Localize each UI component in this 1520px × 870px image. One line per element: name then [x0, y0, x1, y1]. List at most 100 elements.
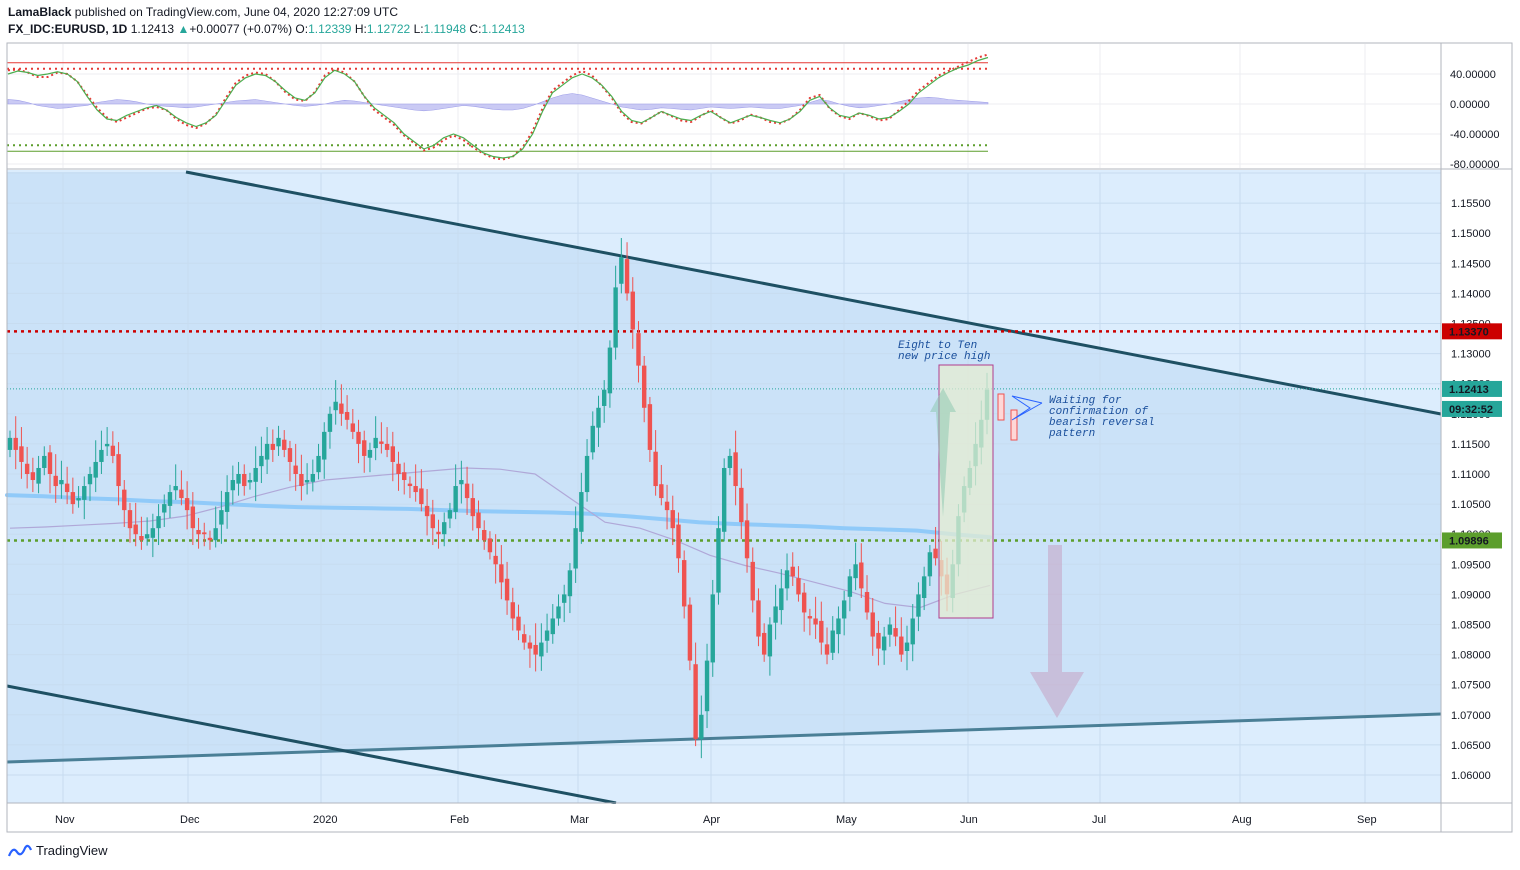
bearish-candle[interactable] [819, 601, 824, 655]
bearish-candle[interactable] [744, 503, 750, 573]
bullish-candle[interactable] [264, 427, 270, 474]
bullish-candle[interactable] [596, 395, 601, 447]
bullish-candle[interactable] [921, 566, 927, 611]
bearish-candle[interactable] [282, 430, 287, 458]
bearish-candle[interactable] [402, 462, 407, 495]
bearish-candle[interactable] [681, 550, 687, 619]
bearish-candle[interactable] [670, 495, 675, 546]
bullish-candle[interactable] [259, 436, 264, 484]
bullish-candle[interactable] [699, 695, 704, 759]
bearish-candle[interactable] [516, 604, 521, 641]
publisher-name[interactable]: LamaBlack [8, 5, 72, 19]
bearish-candle[interactable] [133, 502, 138, 547]
bullish-candle[interactable] [327, 406, 333, 449]
bullish-candle[interactable] [82, 476, 87, 520]
projected-candle-1[interactable] [997, 393, 1005, 421]
bearish-candle[interactable] [499, 545, 504, 600]
bullish-candle[interactable] [276, 425, 281, 456]
bearish-candle[interactable] [356, 419, 361, 464]
bullish-candle[interactable] [224, 475, 230, 529]
bullish-candle[interactable] [322, 422, 327, 479]
bullish-candle[interactable] [910, 604, 915, 662]
candlesticks[interactable] [7, 238, 990, 759]
tradingview-brand[interactable]: TradingView [8, 843, 108, 858]
bearish-candle[interactable] [53, 454, 58, 503]
bullish-candle[interactable] [367, 442, 373, 473]
bearish-candle[interactable] [876, 620, 881, 666]
bearish-candle[interactable] [493, 534, 498, 584]
bullish-candle[interactable] [607, 340, 613, 408]
bullish-candle[interactable] [36, 455, 41, 494]
bearish-candle[interactable] [270, 429, 276, 462]
bullish-candle[interactable] [767, 617, 773, 676]
bearish-candle[interactable] [419, 469, 424, 512]
bearish-candle[interactable] [396, 451, 401, 491]
bearish-candle[interactable] [339, 384, 344, 426]
resistance-price-badge[interactable] [1442, 323, 1502, 340]
bearish-candle[interactable] [733, 430, 738, 506]
bearish-candle[interactable] [122, 480, 127, 527]
bullish-candle[interactable] [104, 427, 110, 456]
bearish-candle[interactable] [362, 430, 367, 473]
bullish-candle[interactable] [619, 238, 624, 294]
bearish-candle[interactable] [424, 489, 430, 536]
bearish-candle[interactable] [299, 454, 304, 501]
bearish-candle[interactable] [476, 500, 481, 541]
bullish-candle[interactable] [836, 606, 841, 654]
bullish-candle[interactable] [830, 616, 835, 661]
bullish-candle[interactable] [539, 623, 544, 671]
bullish-candle[interactable] [167, 484, 173, 518]
bearish-candle[interactable] [859, 543, 864, 599]
bullish-candle[interactable] [453, 464, 458, 520]
bearish-candle[interactable] [487, 531, 493, 560]
time-axis[interactable]: Nov Dec 2020 Feb Mar Apr May Jun Jul Aug Sep [7, 804, 1441, 832]
bullish-candle[interactable] [887, 617, 893, 647]
bearish-candle[interactable] [116, 442, 121, 506]
bearish-candle[interactable] [379, 422, 384, 454]
bullish-candle[interactable] [42, 446, 47, 476]
bullish-candle[interactable] [916, 582, 921, 632]
support-price-badge[interactable] [1442, 532, 1502, 549]
bearish-candle[interactable] [756, 588, 761, 647]
bearish-candle[interactable] [761, 623, 767, 662]
bullish-candle[interactable] [721, 458, 727, 542]
symbol-name[interactable]: FX_IDC:EURUSD, 1D [8, 22, 128, 36]
bearish-candle[interactable] [430, 499, 435, 546]
bullish-candle[interactable] [447, 502, 453, 529]
bullish-candle[interactable] [59, 460, 64, 499]
bullish-candle[interactable] [219, 490, 224, 544]
down-arrow-icon[interactable] [1030, 545, 1084, 718]
bullish-candle[interactable] [562, 584, 567, 623]
bullish-candle[interactable] [7, 430, 13, 458]
bearish-candle[interactable] [70, 477, 76, 514]
bearish-candle[interactable] [813, 596, 818, 639]
bearish-candle[interactable] [13, 416, 18, 470]
bearish-candle[interactable] [139, 516, 144, 550]
bearish-candle[interactable] [127, 502, 133, 543]
bullish-candle[interactable] [99, 430, 104, 474]
projected-candle-2[interactable] [1010, 409, 1018, 441]
bearish-candle[interactable] [482, 520, 487, 550]
price-axis[interactable]: 1.155001.150001.145001.140001.135001.130… [1442, 170, 1512, 803]
bearish-candle[interactable] [110, 431, 116, 464]
bearish-candle[interactable] [293, 443, 298, 491]
bullish-candle[interactable] [556, 594, 561, 626]
bullish-candle[interactable] [579, 472, 584, 544]
bullish-candle[interactable] [230, 465, 236, 505]
bearish-candle[interactable] [196, 517, 201, 549]
bullish-candle[interactable] [853, 542, 858, 591]
bearish-candle[interactable] [801, 582, 807, 632]
bearish-candle[interactable] [824, 627, 830, 665]
bearish-candle[interactable] [242, 464, 247, 496]
bullish-candle[interactable] [784, 553, 790, 601]
bearish-candle[interactable] [344, 395, 350, 430]
bullish-candle[interactable] [704, 643, 710, 729]
bearish-candle[interactable] [522, 624, 527, 650]
bullish-candle[interactable] [550, 604, 555, 644]
bearish-candle[interactable] [184, 481, 190, 530]
bullish-candle[interactable] [773, 584, 778, 640]
bullish-candle[interactable] [213, 506, 218, 548]
bearish-candle[interactable] [659, 464, 664, 506]
bearish-candle[interactable] [693, 642, 698, 747]
